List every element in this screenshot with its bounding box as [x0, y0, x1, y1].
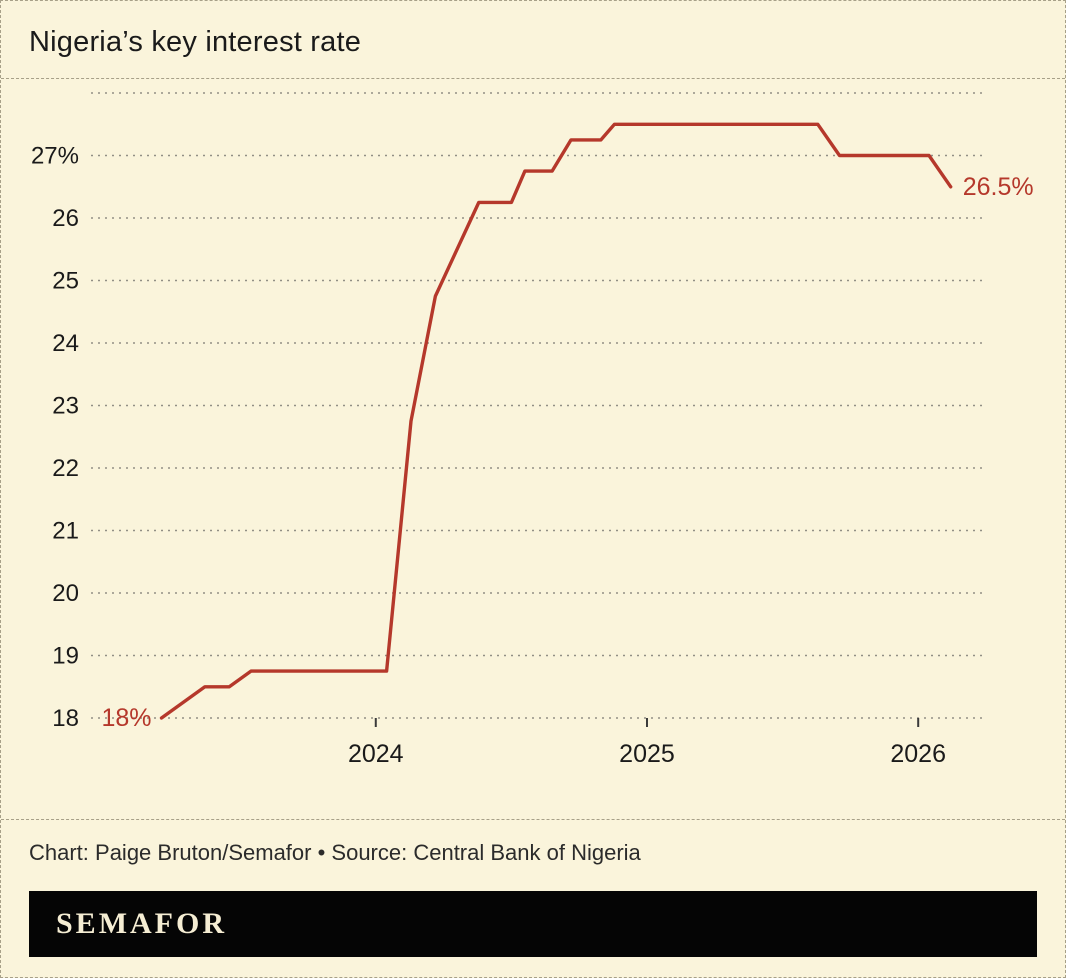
value-annotation: 18% — [101, 704, 151, 732]
y-axis-tick-label: 26 — [52, 205, 79, 232]
y-axis-tick-label: 24 — [52, 330, 79, 357]
y-axis-tick-label: 27% — [31, 143, 79, 170]
y-axis-tick-label: 21 — [52, 518, 79, 545]
x-axis-tick-label: 2025 — [619, 740, 675, 768]
credit-line: Chart: Paige Bruton/Semafor • Source: Ce… — [1, 819, 1065, 865]
y-axis-tick-label: 25 — [52, 268, 79, 295]
value-annotation: 26.5% — [963, 173, 1034, 201]
y-axis-tick-label: 23 — [52, 393, 79, 420]
semafor-logo: SEMAFOR — [56, 907, 227, 940]
interest-rate-line-chart: 18 19 20 21 22 23 24 25 26 27% 2024 2025 2026 18% 26.5… — [31, 92, 1034, 768]
y-axis-tick-label: 20 — [52, 580, 79, 607]
y-axis-tick-label: 18 — [52, 705, 79, 732]
semafor-brand-bar: SEMAFOR — [29, 891, 1037, 957]
x-axis-tick-label: 2024 — [348, 740, 404, 768]
y-axis-tick-label: 19 — [52, 643, 79, 670]
y-axis-tick-label: 22 — [52, 455, 79, 482]
chart-title: Nigeria’s key interest rate — [29, 26, 362, 58]
x-axis-tick-label: 2026 — [890, 740, 946, 768]
interest-rate-line — [159, 122, 953, 720]
chart-header: Nigeria’s key interest rate — [1, 1, 1065, 79]
